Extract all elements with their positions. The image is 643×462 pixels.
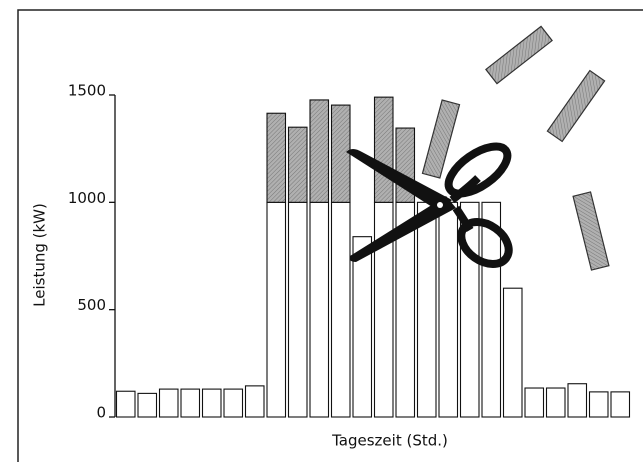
- y-tick-label: 500: [77, 296, 106, 314]
- bar-segment: [310, 202, 329, 417]
- bar-segment: [332, 105, 351, 202]
- y-tick-label: 1500: [68, 82, 106, 100]
- y-tick-label: 0: [96, 404, 106, 422]
- bar-segment: [547, 388, 566, 417]
- y-axis-label: Leistung (kW): [31, 203, 49, 307]
- bar-segment: [203, 389, 222, 417]
- piece: [547, 71, 604, 142]
- bar-segment: [246, 386, 265, 417]
- bar-segment: [224, 389, 243, 417]
- bar-segment: [117, 391, 136, 417]
- bar-segment: [332, 202, 351, 417]
- bar-segment: [418, 202, 437, 417]
- bars: [117, 97, 630, 417]
- piece: [573, 192, 609, 270]
- bar-segment: [504, 288, 523, 417]
- bar-segment: [375, 97, 394, 202]
- y-tick-label: 1000: [68, 189, 106, 207]
- chart: Leistung (kW) Tageszeit (Std.) 0 500 1000 1…: [0, 0, 643, 462]
- bar-segment: [289, 127, 308, 202]
- bar-segment: [611, 392, 630, 417]
- bar-segment: [525, 388, 544, 417]
- bar-segment: [568, 384, 587, 417]
- bar-segment: [310, 100, 329, 202]
- bar-segment: [160, 389, 179, 417]
- bar-segment: [267, 202, 286, 417]
- piece: [486, 26, 552, 83]
- bar-segment: [439, 202, 458, 417]
- x-axis-label: Tageszeit (Std.): [331, 432, 448, 450]
- bar-segment: [289, 202, 308, 417]
- bar-segment: [353, 237, 372, 417]
- bar-segment: [590, 392, 609, 417]
- bar-segment: [138, 393, 157, 417]
- page: Leistung (kW) Tageszeit (Std.) 0 500 1000 1…: [0, 0, 643, 462]
- bar-segment: [181, 389, 200, 417]
- bar-segment: [267, 113, 286, 202]
